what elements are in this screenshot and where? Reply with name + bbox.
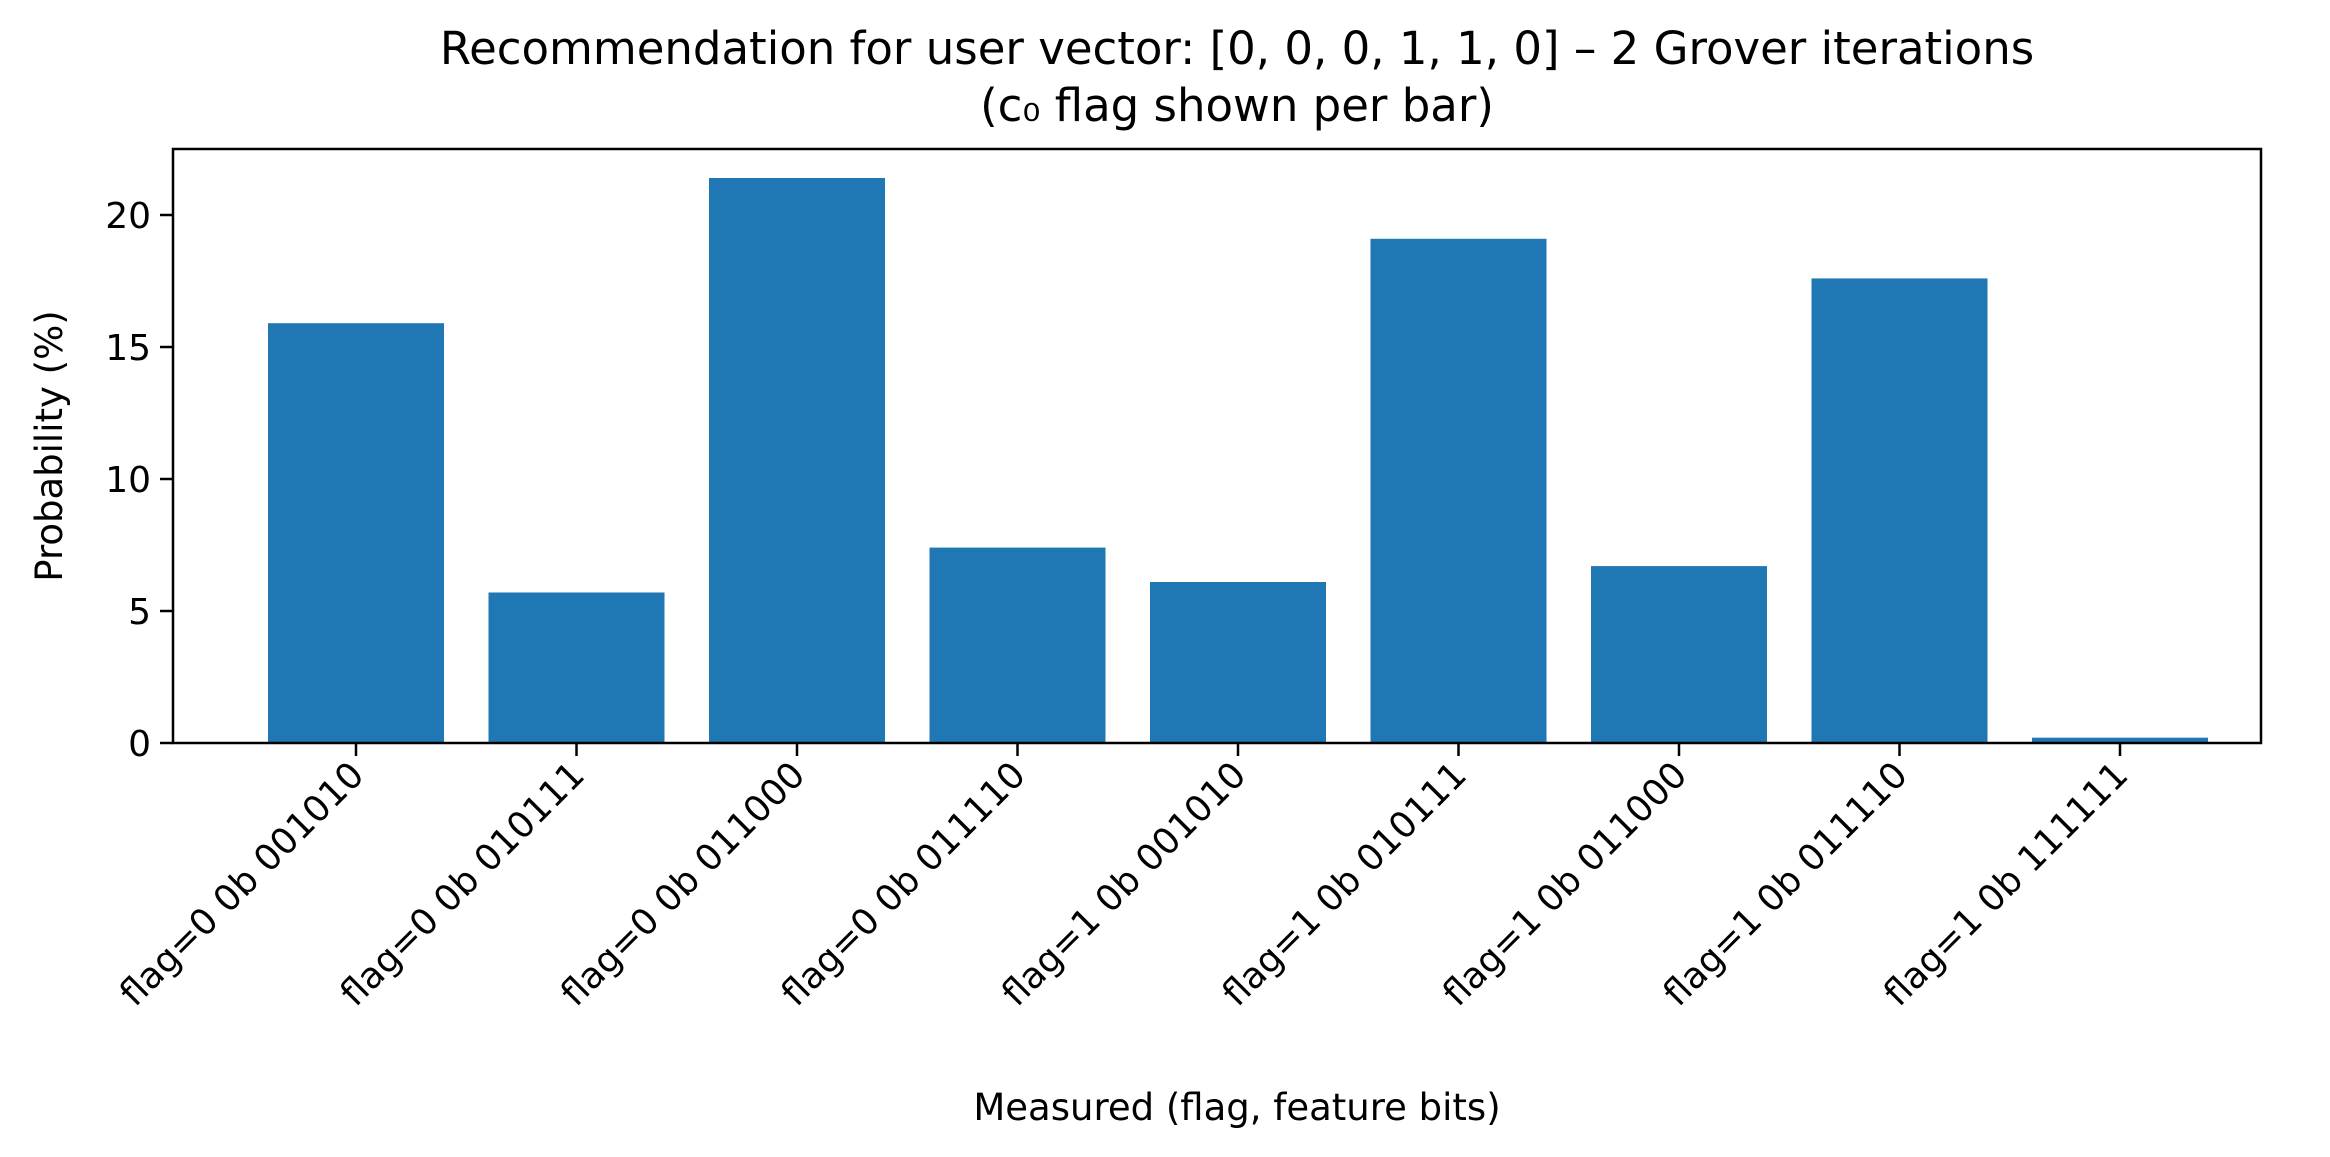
y-axis-label: Probability (%) <box>28 310 71 581</box>
x-axis-label: Measured (flag, feature bits) <box>973 1086 1500 1129</box>
y-tick-label-1: 5 <box>128 592 151 633</box>
bar-0 <box>268 323 444 743</box>
chart-title: Recommendation for user vector: [0, 0, 0… <box>440 22 2034 75</box>
bar-6 <box>1591 566 1767 743</box>
y-tick-label-0: 0 <box>128 724 151 765</box>
bars-layer <box>268 178 2208 744</box>
bar-4 <box>1150 582 1326 743</box>
y-tick-label-3: 15 <box>105 328 151 369</box>
bar-2 <box>709 178 885 743</box>
y-tick-label-4: 20 <box>105 196 151 237</box>
bar-5 <box>1370 238 1547 744</box>
plot-frame <box>171 147 2263 745</box>
y-axis-ticks: 0 5 10 15 20 <box>105 196 173 765</box>
bar-8 <box>2032 737 2208 743</box>
bar-7 <box>1811 278 1988 743</box>
bar-3 <box>929 547 1106 743</box>
chart-subtitle: (c₀ flag shown per bar) <box>980 79 1494 132</box>
y-tick-label-2: 10 <box>105 460 151 501</box>
bar-1 <box>488 592 665 743</box>
